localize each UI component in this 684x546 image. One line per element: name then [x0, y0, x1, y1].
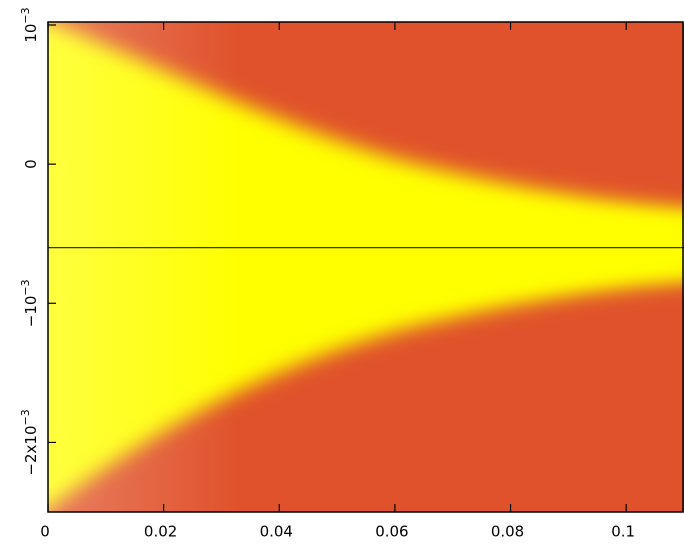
y-tick-label-base: −2x10 [22, 425, 40, 475]
heatmap-shade [48, 22, 684, 512]
y-tick-label-base: −10 [22, 296, 40, 328]
y-tick-label-exponent: −3 [19, 7, 32, 23]
x-tick-label: 0 [40, 523, 50, 541]
y-tick-label: 10−3 [19, 7, 40, 42]
y-tick-label: −10−3 [19, 279, 40, 327]
plot-frame [47, 21, 684, 513]
x-tick-label: 0.04 [260, 523, 293, 541]
y-tick-label: −2x10−3 [19, 409, 40, 475]
x-tick-label: 0.02 [144, 523, 177, 541]
y-tick-label-base: 10 [22, 24, 40, 43]
x-tick-label: 0.1 [611, 523, 635, 541]
y-tick-label: 0 [22, 159, 40, 169]
x-tick-label: 0.06 [375, 523, 408, 541]
y-tick-label-exponent: −3 [19, 409, 32, 425]
plot-area [48, 22, 684, 512]
y-tick-label-exponent: −3 [19, 279, 32, 295]
x-tick-label: 0.08 [491, 523, 524, 541]
